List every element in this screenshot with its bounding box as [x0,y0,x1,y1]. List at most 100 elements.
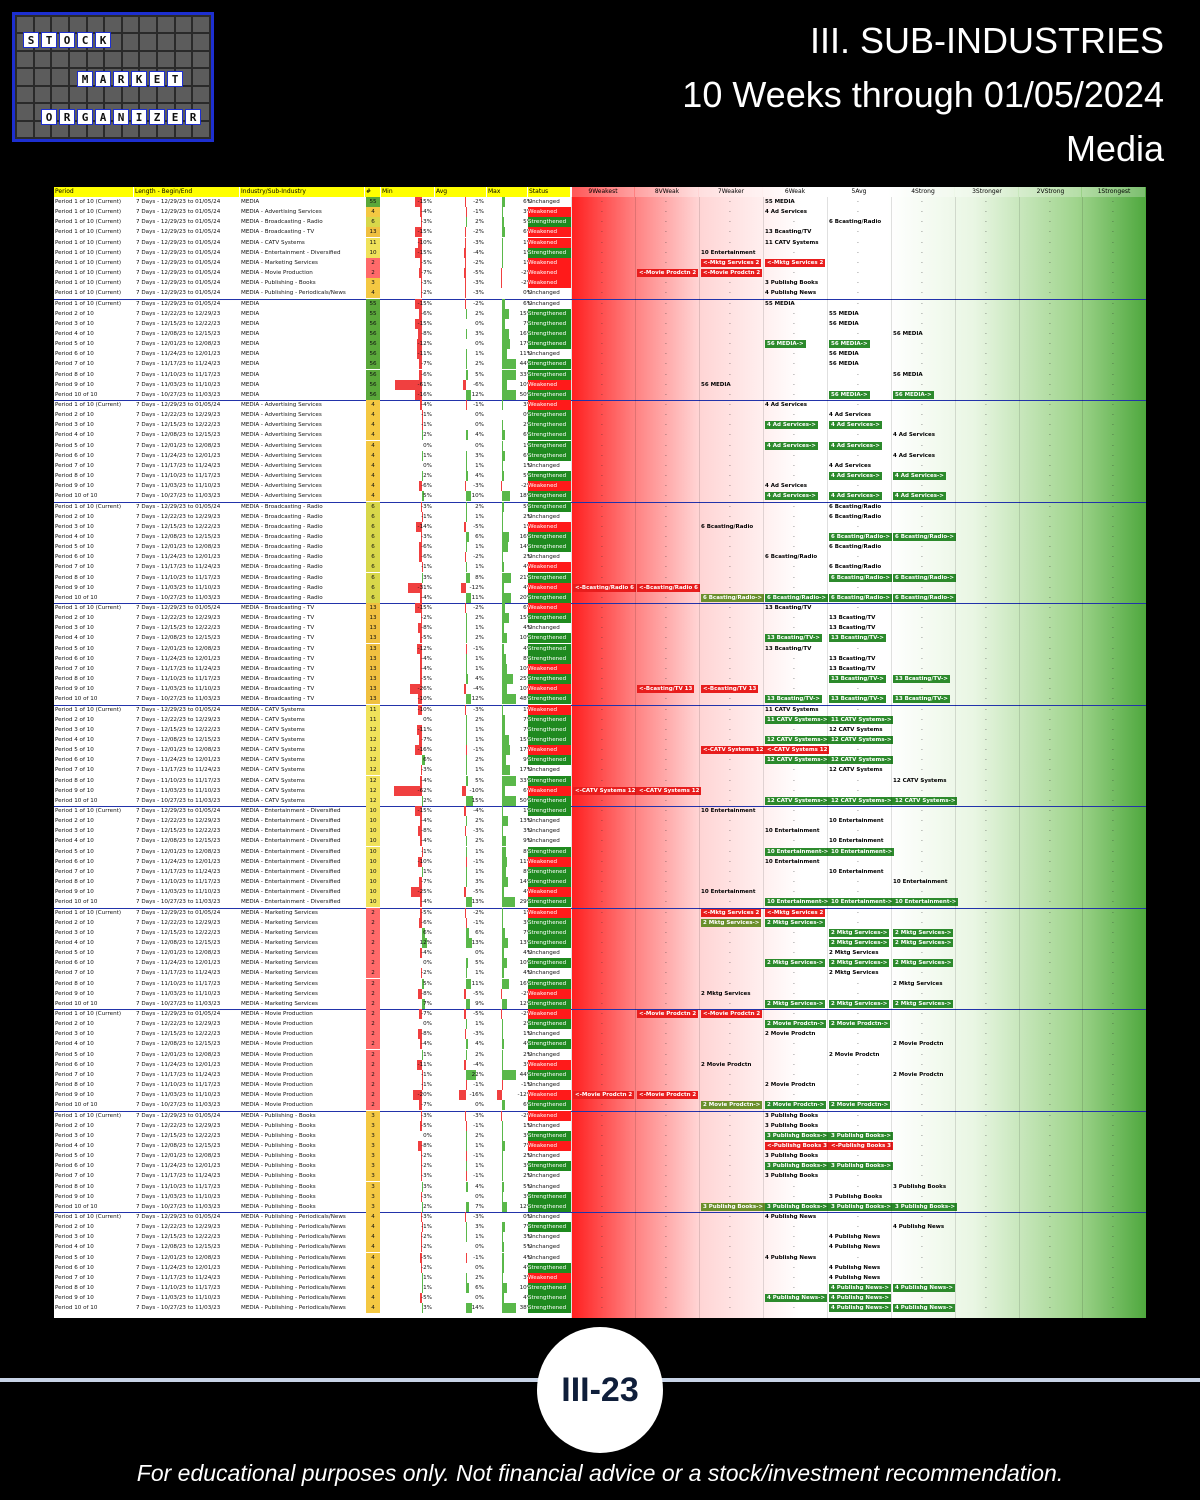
table-row[interactable]: Period 5 of 10 7 Days - 12/01/23 to 12/08… [54,948,1146,959]
table-row[interactable]: Period 2 of 10 7 Days - 12/22/23 to 12/29… [54,410,1146,421]
column-header[interactable]: 8VWeak [635,187,698,197]
table-row[interactable]: Period 4 of 10 7 Days - 12/08/23 to 12/15… [54,734,1146,745]
table-row[interactable]: Period 10 of 10 7 Days - 10/27/23 to 11/0… [54,1100,1146,1111]
table-row[interactable]: Period 8 of 10 7 Days - 11/10/23 to 11/17… [54,369,1146,380]
table-row[interactable]: Period 4 of 10 7 Days - 12/08/23 to 12/15… [54,531,1146,542]
column-header[interactable]: Status [528,187,570,197]
table-row[interactable]: Period 10 of 10 7 Days - 10/27/23 to 11/0… [54,1303,1146,1314]
table-row[interactable]: Period 5 of 10 7 Days - 12/01/23 to 12/08… [54,745,1146,756]
table-row[interactable]: Period 6 of 10 7 Days - 11/24/23 to 12/01… [54,450,1146,461]
table-row[interactable]: Period 3 of 10 7 Days - 12/15/23 to 12/22… [54,623,1146,634]
table-row[interactable]: Period 3 of 10 7 Days - 12/15/23 to 12/22… [54,826,1146,837]
table-row[interactable]: Period 4 of 10 7 Days - 12/08/23 to 12/15… [54,328,1146,339]
table-row[interactable]: Period 2 of 10 7 Days - 12/22/23 to 12/29… [54,1019,1146,1030]
table-row[interactable]: Period 7 of 10 7 Days - 11/17/23 to 11/24… [54,968,1146,979]
table-row[interactable]: Period 4 of 10 7 Days - 12/08/23 to 12/15… [54,836,1146,847]
column-header[interactable]: 1Strongest [1082,187,1145,197]
table-row[interactable]: Period 8 of 10 7 Days - 11/10/23 to 11/17… [54,674,1146,685]
table-row[interactable]: Period 1 of 10 (Current) 7 Days - 12/29/2… [54,1110,1146,1121]
table-row[interactable]: Period 6 of 10 7 Days - 11/24/23 to 12/01… [54,552,1146,563]
table-row[interactable]: Period 1 of 10 (Current) 7 Days - 12/29/2… [54,278,1146,289]
table-row[interactable]: Period 1 of 10 (Current) 7 Days - 12/29/2… [54,227,1146,238]
table-row[interactable]: Period 6 of 10 7 Days - 11/24/23 to 12/01… [54,755,1146,766]
table-row[interactable]: Period 9 of 10 7 Days - 11/03/23 to 11/10… [54,582,1146,593]
table-row[interactable]: Period 7 of 10 7 Days - 11/17/23 to 11/24… [54,1069,1146,1080]
table-row[interactable]: Period 2 of 10 7 Days - 12/22/23 to 12/29… [54,1222,1146,1233]
table-row[interactable]: Period 8 of 10 7 Days - 11/10/23 to 11/17… [54,1181,1146,1192]
table-row[interactable]: Period 3 of 10 7 Days - 12/15/23 to 12/22… [54,1130,1146,1141]
table-row[interactable]: Period 5 of 10 7 Days - 12/01/23 to 12/08… [54,846,1146,857]
table-row[interactable]: Period 9 of 10 7 Days - 11/03/23 to 11/10… [54,481,1146,492]
table-row[interactable]: Period 2 of 10 7 Days - 12/22/23 to 12/29… [54,714,1146,725]
table-row[interactable]: Period 3 of 10 7 Days - 12/15/23 to 12/22… [54,927,1146,938]
table-row[interactable]: Period 7 of 10 7 Days - 11/17/23 to 11/24… [54,562,1146,573]
column-header[interactable]: 3Stronger [955,187,1018,197]
table-row[interactable]: Period 1 of 10 (Current) 7 Days - 12/29/2… [54,1009,1146,1019]
table-row[interactable]: Period 10 of 10 7 Days - 10/27/23 to 11/0… [54,897,1146,908]
column-header[interactable]: Min [381,187,434,197]
table-row[interactable]: Period 8 of 10 7 Days - 11/10/23 to 11/17… [54,978,1146,989]
table-row[interactable]: Period 7 of 10 7 Days - 11/17/23 to 11/24… [54,1272,1146,1283]
table-row[interactable]: Period 9 of 10 7 Days - 11/03/23 to 11/10… [54,1090,1146,1101]
column-header[interactable]: Max [487,187,527,197]
table-row[interactable]: Period 10 of 10 7 Days - 10/27/23 to 11/0… [54,389,1146,400]
table-row[interactable]: Period 1 of 10 (Current) 7 Days - 12/29/2… [54,400,1146,410]
column-header[interactable]: 7Weaker [699,187,762,197]
table-row[interactable]: Period 1 of 10 (Current) 7 Days - 12/29/2… [54,197,1146,207]
table-row[interactable]: Period 6 of 10 7 Days - 11/24/23 to 12/01… [54,856,1146,867]
table-row[interactable]: Period 1 of 10 (Current) 7 Days - 12/29/2… [54,704,1146,715]
table-row[interactable]: Period 8 of 10 7 Days - 11/10/23 to 11/17… [54,1080,1146,1091]
table-row[interactable]: Period 7 of 10 7 Days - 11/17/23 to 11/24… [54,866,1146,877]
table-row[interactable]: Period 5 of 10 7 Days - 12/01/23 to 12/08… [54,643,1146,654]
table-row[interactable]: Period 5 of 10 7 Days - 12/01/23 to 12/08… [54,440,1146,451]
table-row[interactable]: Period 6 of 10 7 Days - 11/24/23 to 12/01… [54,1059,1146,1070]
table-row[interactable]: Period 8 of 10 7 Days - 11/10/23 to 11/17… [54,572,1146,583]
table-row[interactable]: Period 2 of 10 7 Days - 12/22/23 to 12/29… [54,308,1146,319]
table-row[interactable]: Period 4 of 10 7 Days - 12/08/23 to 12/15… [54,937,1146,948]
table-row[interactable]: Period 5 of 10 7 Days - 12/01/23 to 12/08… [54,339,1146,350]
column-header[interactable]: # [365,187,380,197]
table-row[interactable]: Period 1 of 10 (Current) 7 Days - 12/29/2… [54,288,1146,299]
table-row[interactable]: Period 9 of 10 7 Days - 11/03/23 to 11/10… [54,684,1146,695]
table-row[interactable]: Period 1 of 10 (Current) 7 Days - 12/29/2… [54,247,1146,258]
table-row[interactable]: Period 4 of 10 7 Days - 12/08/23 to 12/15… [54,1140,1146,1151]
table-row[interactable]: Period 8 of 10 7 Days - 11/10/23 to 11/17… [54,775,1146,786]
table-row[interactable]: Period 7 of 10 7 Days - 11/17/23 to 11/24… [54,663,1146,674]
column-header[interactable]: 5Avg [827,187,890,197]
table-row[interactable]: Period 6 of 10 7 Days - 11/24/23 to 12/01… [54,653,1146,664]
table-row[interactable]: Period 7 of 10 7 Days - 11/17/23 to 11/24… [54,1171,1146,1182]
table-row[interactable]: Period 3 of 10 7 Days - 12/15/23 to 12/22… [54,724,1146,735]
column-header[interactable]: Avg [435,187,486,197]
table-row[interactable]: Period 9 of 10 7 Days - 11/03/23 to 11/10… [54,785,1146,796]
table-row[interactable]: Period 2 of 10 7 Days - 12/22/23 to 12/29… [54,1120,1146,1131]
table-row[interactable]: Period 5 of 10 7 Days - 12/01/23 to 12/08… [54,1049,1146,1060]
table-row[interactable]: Period 3 of 10 7 Days - 12/15/23 to 12/22… [54,420,1146,431]
table-row[interactable]: Period 2 of 10 7 Days - 12/22/23 to 12/29… [54,511,1146,522]
table-row[interactable]: Period 6 of 10 7 Days - 11/24/23 to 12/01… [54,1262,1146,1273]
table-row[interactable]: Period 6 of 10 7 Days - 11/24/23 to 12/01… [54,1161,1146,1172]
column-header[interactable]: 2VStrong [1019,187,1081,197]
table-row[interactable]: Period 3 of 10 7 Days - 12/15/23 to 12/22… [54,318,1146,329]
table-row[interactable]: Period 9 of 10 7 Days - 11/03/23 to 11/10… [54,988,1146,999]
column-header[interactable]: Length - Begin/End [134,187,239,197]
table-row[interactable]: Period 1 of 10 (Current) 7 Days - 12/29/2… [54,217,1146,228]
column-header[interactable]: Industry/Sub-Industry [240,187,364,197]
table-row[interactable]: Period 1 of 10 (Current) 7 Days - 12/29/2… [54,603,1146,613]
table-row[interactable]: Period 10 of 10 7 Days - 10/27/23 to 11/0… [54,592,1146,603]
table-row[interactable]: Period 4 of 10 7 Days - 12/08/23 to 12/15… [54,1242,1146,1253]
table-row[interactable]: Period 3 of 10 7 Days - 12/15/23 to 12/22… [54,1029,1146,1040]
table-row[interactable]: Period 3 of 10 7 Days - 12/15/23 to 12/22… [54,521,1146,532]
table-row[interactable]: Period 6 of 10 7 Days - 11/24/23 to 12/01… [54,349,1146,360]
table-row[interactable]: Period 1 of 10 (Current) 7 Days - 12/29/2… [54,501,1146,512]
table-row[interactable]: Period 7 of 10 7 Days - 11/17/23 to 11/24… [54,359,1146,370]
table-row[interactable]: Period 7 of 10 7 Days - 11/17/23 to 11/24… [54,460,1146,471]
table-row[interactable]: Period 5 of 10 7 Days - 12/01/23 to 12/08… [54,542,1146,553]
table-row[interactable]: Period 9 of 10 7 Days - 11/03/23 to 11/10… [54,1191,1146,1202]
table-row[interactable]: Period 4 of 10 7 Days - 12/08/23 to 12/15… [54,1039,1146,1050]
table-row[interactable]: Period 4 of 10 7 Days - 12/08/23 to 12/15… [54,633,1146,644]
column-header[interactable]: Period [54,187,133,197]
table-row[interactable]: Period 9 of 10 7 Days - 11/03/23 to 11/10… [54,1293,1146,1304]
table-row[interactable]: Period 1 of 10 (Current) 7 Days - 12/29/2… [54,237,1146,248]
table-row[interactable]: Period 2 of 10 7 Days - 12/22/23 to 12/29… [54,917,1146,928]
table-row[interactable]: Period 10 of 10 7 Days - 10/27/23 to 11/0… [54,1201,1146,1212]
